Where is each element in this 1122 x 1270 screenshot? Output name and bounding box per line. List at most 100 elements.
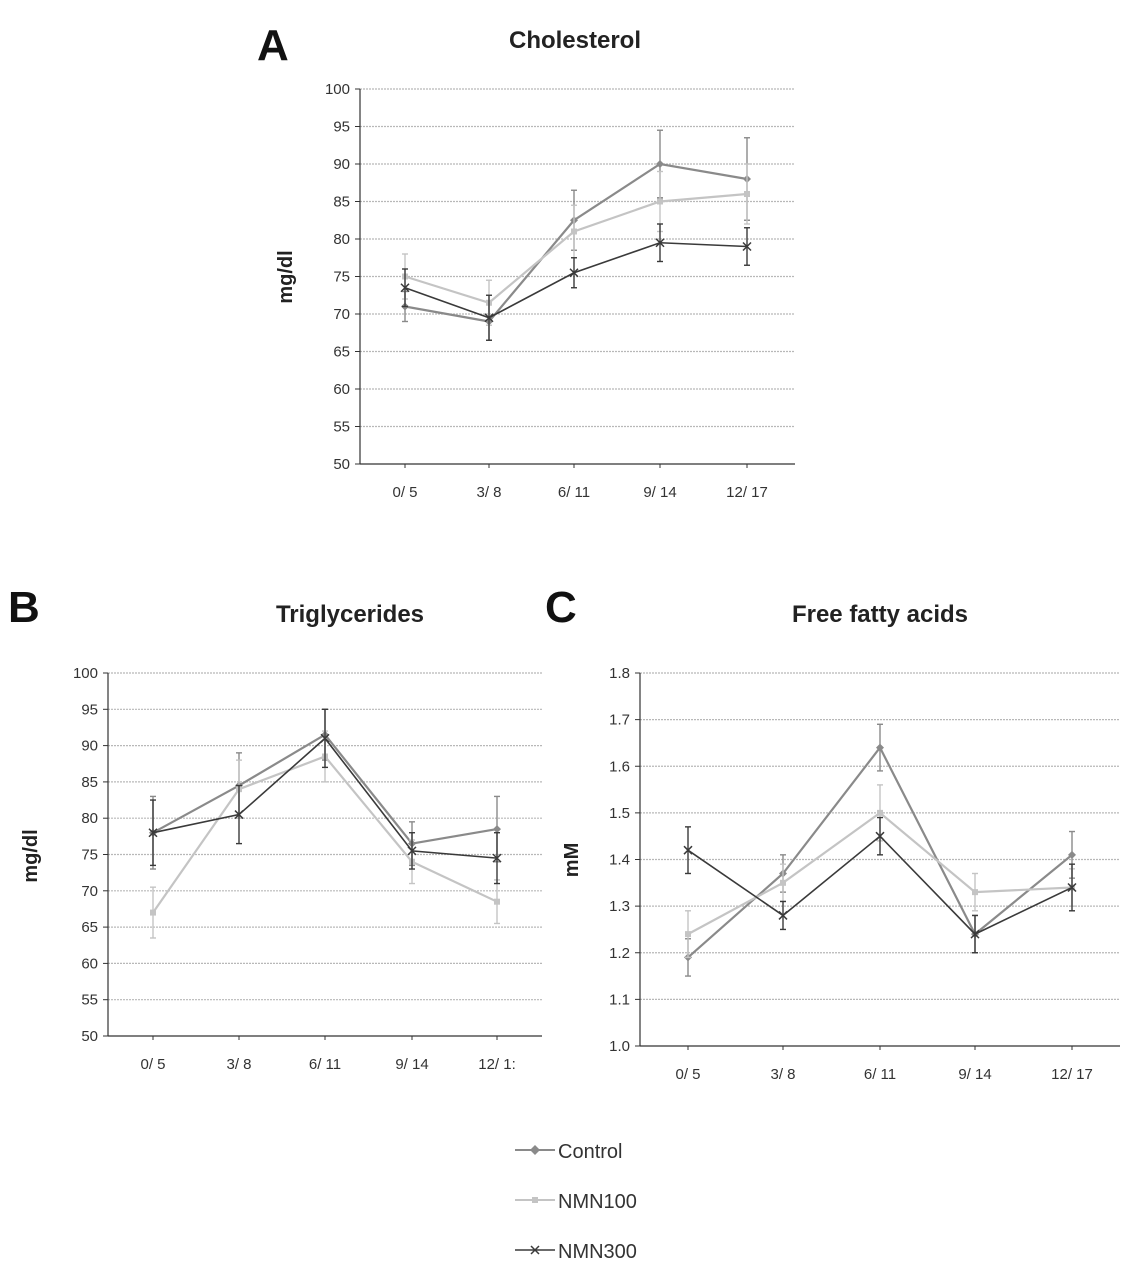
y-tick-label: 1.8 [609,665,630,682]
data-point [656,160,664,168]
y-tick-label: 80 [333,231,350,248]
legend-label-control: Control [558,1141,622,1163]
series-line [404,192,748,304]
y-tick-label: 85 [333,194,350,211]
y-tick-label: 85 [81,774,98,791]
legend-marker-control [530,1145,540,1155]
y-tick-label: 1.7 [609,712,630,729]
legend-label-nmn100: NMN100 [558,1191,637,1213]
x-tick-label: 0/ 5 [140,1056,165,1073]
y-tick-label: 1.5 [609,805,630,822]
series-nmn300 [400,223,752,341]
x-tick-label: 0/ 5 [392,484,417,501]
x-tick-label: 3/ 8 [770,1066,795,1083]
y-tick-label: 75 [333,269,350,286]
data-point [407,846,417,856]
x-tick-label: 9/ 14 [958,1066,991,1083]
y-tick-label: 70 [81,883,98,900]
y-tick-label: 90 [333,156,350,173]
y-axis-label: mg/dl [20,829,42,882]
x-tick-label: 3/ 8 [226,1056,251,1073]
data-point [683,845,693,855]
legend-item-nmn100: NMN100 [515,1191,637,1213]
series-nmn300 [683,816,1077,954]
y-tick-label: 1.6 [609,758,630,775]
data-point [780,879,786,886]
y-tick-label: 1.2 [609,945,630,962]
data-point [970,929,980,939]
series-line [404,241,748,319]
y-tick-label: 100 [325,81,350,98]
panel-letter-b: B [8,583,40,632]
y-tick-label: 95 [333,119,350,136]
legend: Control NMN100 NMN300 [515,1141,637,1263]
x-tick-label: 6/ 11 [309,1056,341,1073]
x-tick-label: 6/ 11 [558,484,590,501]
data-point [876,743,884,752]
x-tick-label: 9/ 14 [643,484,676,501]
y-tick-label: 65 [333,344,350,361]
legend-item-nmn300: NMN300 [515,1241,637,1263]
legend-label-nmn300: NMN300 [558,1241,637,1263]
x-tick-label: 0/ 5 [675,1066,700,1083]
data-point [778,910,788,920]
data-point [148,828,158,838]
y-tick-label: 75 [81,847,98,864]
y-tick-label: 60 [333,381,350,398]
x-tick-label: 12/ 1: [478,1056,516,1073]
data-point [150,909,156,916]
data-point [484,313,494,323]
x-tick-label: 3/ 8 [476,484,501,501]
legend-item-control: Control [515,1141,622,1163]
data-point [1068,850,1076,859]
chart-title: Triglycerides [276,601,424,628]
chart-title: Cholesterol [509,27,641,54]
series-nmn100 [685,784,1075,959]
y-tick-label: 90 [81,738,98,755]
data-point [1067,882,1077,893]
series-line [404,162,748,323]
panel-cholesterol: A Cholesterol mg/dl 50 55 60 65 70 75 80 85 90 95… [257,21,795,501]
y-tick-label: 80 [81,810,98,827]
y-tick-label: 1.3 [609,898,630,915]
y-tick-label: 60 [81,955,98,972]
data-point [492,853,502,863]
data-point [972,889,978,896]
data-point [875,831,885,841]
y-tick-label: 50 [333,456,350,473]
legend-marker-nmn300 [530,1245,540,1255]
data-point [234,810,244,820]
y-tick-label: 1.0 [609,1038,630,1055]
data-point [569,268,579,278]
x-tick-label: 9/ 14 [395,1056,428,1073]
data-point [571,228,577,235]
y-tick-label: 65 [81,919,98,936]
y-tick-label: 1.1 [609,991,630,1008]
data-point [877,809,883,816]
y-tick-label: 100 [73,665,98,682]
data-point [657,198,663,205]
x-tick-label: 12/ 17 [726,484,768,501]
panel-triglycerides: B Triglycerides mg/dl 50 55 60 65 70 75 80 85 90… [8,583,542,1073]
panel-letter-a: A [257,21,289,70]
legend-marker-nmn100 [532,1197,538,1203]
y-axis-label: mg/dl [275,250,297,303]
series-nmn300 [148,708,502,885]
y-tick-label: 70 [333,306,350,323]
y-tick-label: 95 [81,701,98,718]
y-tick-label: 1.4 [609,852,630,869]
data-point [744,191,750,197]
data-point [400,283,410,293]
data-point [655,238,665,248]
data-point [685,931,691,938]
y-tick-label: 55 [333,419,350,436]
chart-title: Free fatty acids [792,601,968,628]
data-point [742,241,752,252]
y-axis-label: mM [561,843,583,877]
data-point [494,898,500,905]
panel-letter-c: C [545,583,577,632]
series-control [401,129,751,341]
x-tick-label: 12/ 17 [1051,1066,1093,1083]
y-tick-label: 50 [81,1028,98,1045]
